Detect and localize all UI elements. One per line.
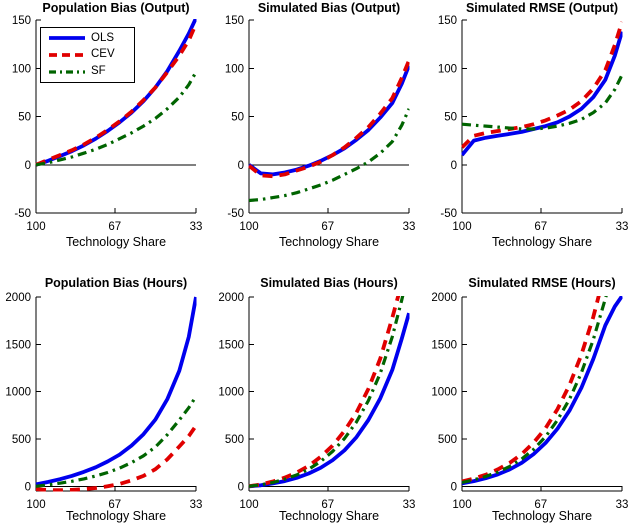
x-tick-label: 33 — [190, 499, 203, 511]
x-tick-label: 100 — [452, 499, 471, 511]
legend-line-sample-sf — [49, 70, 85, 74]
subplot: 0 500 1000 1500 2000 100 67 33 — [218, 292, 416, 511]
legend-item-sf: SF — [41, 64, 134, 78]
subplot: -50 0 50 100 150 100 67 33 — [225, 15, 416, 233]
y-tick-label: 100 — [225, 63, 244, 75]
chart-title: Simulated Bias (Output) — [257, 1, 401, 15]
y-tick-label: 2000 — [431, 292, 457, 304]
chart-title: Simulated RMSE (Output) — [465, 1, 619, 15]
chart-title: Simulated Bias (Hours) — [260, 276, 398, 290]
series-sf — [248, 296, 405, 488]
y-tick-label: 1000 — [431, 387, 457, 399]
x-tick-label: 33 — [616, 221, 629, 233]
y-tick-label: 500 — [438, 434, 457, 446]
y-tick-label: 50 — [444, 112, 457, 124]
x-tick-label: 67 — [321, 499, 334, 511]
series-cev — [248, 59, 410, 179]
x-tick-label: 33 — [190, 221, 203, 233]
y-tick-label: 2000 — [218, 292, 244, 304]
subplot: 0 500 1000 1500 2000 100 67 33 — [5, 292, 202, 511]
legend-line-sample-cev — [49, 53, 85, 57]
y-tick-label: 0 — [451, 160, 457, 172]
x-tick-label: 67 — [534, 221, 547, 233]
y-tick-label: 0 — [238, 481, 244, 493]
x-tick-label: 67 — [108, 221, 121, 233]
subplot: 0 500 1000 1500 2000 100 67 33 — [431, 292, 629, 511]
y-tick-label: 500 — [225, 434, 244, 446]
subplot: -50 0 50 100 150 100 67 33 — [12, 15, 203, 233]
chart-xlabel: Technology Share — [65, 509, 167, 523]
x-tick-label: 33 — [403, 221, 416, 233]
y-tick-label: -50 — [440, 208, 457, 220]
legend-item-cev: CEV — [41, 49, 134, 61]
x-tick-label: 33 — [403, 499, 416, 511]
y-tick-label: 50 — [18, 112, 31, 124]
x-tick-label: 67 — [534, 499, 547, 511]
chart-xlabel: Technology Share — [278, 235, 380, 249]
series-sf — [461, 296, 608, 485]
series-sf — [35, 71, 197, 167]
y-tick-label: -50 — [227, 208, 244, 220]
chart-xlabel: Technology Share — [278, 509, 380, 523]
chart-title: Simulated RMSE (Hours) — [468, 276, 616, 290]
y-tick-label: -50 — [14, 208, 31, 220]
y-tick-label: 0 — [25, 160, 31, 172]
legend-label: CEV — [91, 48, 115, 61]
y-tick-label: 0 — [25, 481, 31, 493]
y-tick-label: 150 — [438, 15, 457, 27]
series-sf — [461, 74, 623, 131]
chart-title: Population Bias (Hours) — [44, 276, 188, 290]
series-ols — [35, 296, 197, 487]
legend-item-ols: OLS — [41, 31, 134, 45]
y-tick-label: 100 — [12, 63, 31, 75]
y-tick-label: 500 — [12, 434, 31, 446]
chart-xlabel: Technology Share — [491, 509, 593, 523]
x-tick-label: 100 — [239, 499, 258, 511]
x-tick-label: 100 — [26, 221, 45, 233]
legend-label: OLS — [91, 31, 115, 44]
x-tick-label: 100 — [452, 221, 471, 233]
y-tick-label: 2000 — [5, 292, 31, 304]
series-ols — [248, 312, 410, 489]
series-sf — [35, 395, 197, 488]
legend-box: OLS CEV SF — [40, 27, 135, 83]
y-tick-label: 150 — [225, 15, 244, 27]
series-ols — [461, 296, 623, 486]
y-tick-label: 1000 — [218, 387, 244, 399]
x-tick-label: 67 — [321, 221, 334, 233]
y-tick-label: 1500 — [5, 339, 31, 351]
y-tick-label: 1000 — [5, 387, 31, 399]
x-tick-label: 33 — [616, 499, 629, 511]
x-tick-label: 100 — [26, 499, 45, 511]
series-cev — [461, 21, 623, 149]
y-tick-label: 50 — [231, 112, 244, 124]
series-cev — [35, 23, 197, 167]
y-tick-label: 0 — [451, 481, 457, 493]
series-sf — [248, 108, 410, 203]
chart-xlabel: Technology Share — [65, 235, 167, 249]
subplot: -50 0 50 100 150 100 67 33 — [438, 15, 629, 233]
chart-xlabel: Technology Share — [491, 235, 593, 249]
chart-title: Population Bias (Output) — [42, 1, 190, 15]
series-ols — [461, 31, 623, 157]
y-tick-label: 0 — [238, 160, 244, 172]
y-tick-label: 100 — [438, 63, 457, 75]
legend-line-sample-ols — [49, 36, 85, 41]
x-tick-label: 67 — [108, 499, 121, 511]
x-tick-label: 100 — [239, 221, 258, 233]
y-tick-label: 1500 — [431, 339, 457, 351]
legend-label: SF — [91, 64, 106, 77]
series-cev — [248, 296, 401, 489]
y-tick-label: 150 — [12, 15, 31, 27]
y-tick-label: 1500 — [218, 339, 244, 351]
